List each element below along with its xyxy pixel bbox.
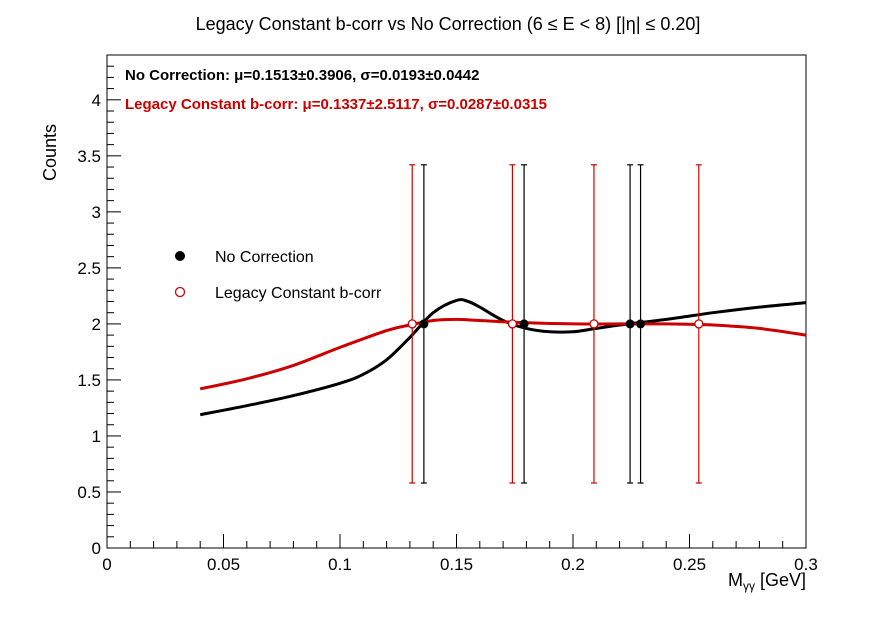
y-tick-label: 4 bbox=[92, 91, 101, 110]
x-tick-label: 0.25 bbox=[673, 555, 706, 574]
x-axis-label-unit: [GeV] bbox=[755, 570, 806, 590]
x-axis-label-sub: γγ bbox=[743, 579, 755, 593]
y-tick-label: 1 bbox=[92, 427, 101, 446]
y-tick-label: 0 bbox=[92, 539, 101, 558]
fit-text-no-correction: No Correction: μ=0.1513±0.3906, σ=0.0193… bbox=[125, 67, 479, 84]
fit-text-legacy-constant: Legacy Constant b-corr: μ=0.1337±2.5117,… bbox=[125, 96, 547, 113]
data-point-no-correction bbox=[419, 319, 429, 329]
x-tick-label: 0.1 bbox=[328, 555, 352, 574]
y-tick-label: 2 bbox=[92, 315, 101, 334]
y-tick-label: 3 bbox=[92, 203, 101, 222]
legend: No Correction Legacy Constant b-corr bbox=[174, 249, 382, 302]
legend-label-legacy-constant: Legacy Constant b-corr bbox=[215, 285, 382, 302]
data-point-legacy-constant bbox=[407, 319, 417, 329]
data-point-no-correction bbox=[519, 319, 529, 329]
x-tick-label: 0.05 bbox=[207, 555, 240, 574]
x-tick-label: 0.3 bbox=[794, 555, 818, 574]
chart-title: Legacy Constant b-corr vs No Correction … bbox=[196, 14, 701, 34]
data-point-legacy-constant bbox=[589, 319, 599, 329]
legend-marker-legacy-constant bbox=[174, 286, 186, 298]
y-tick-label: 0.5 bbox=[77, 483, 101, 502]
legend-label-no-correction: No Correction bbox=[215, 249, 314, 266]
data-point-legacy-constant bbox=[507, 319, 518, 329]
y-tick-labels: 0 0.5 1 1.5 2 2.5 3 3.5 4 bbox=[77, 91, 101, 558]
x-axis-label-main: M bbox=[728, 570, 743, 590]
data-point-legacy-constant bbox=[694, 319, 704, 329]
axis-ticks bbox=[106, 54, 807, 549]
x-axis-label: Mγγ [GeV] bbox=[728, 570, 806, 593]
x-tick-label: 0.2 bbox=[561, 555, 585, 574]
fit-curve-no-correction bbox=[199, 298, 807, 417]
y-tick-label: 1.5 bbox=[77, 371, 101, 390]
y-tick-label: 2.5 bbox=[77, 259, 101, 278]
fit-curve-legacy-constant bbox=[199, 317, 807, 391]
y-tick-label: 3.5 bbox=[77, 147, 101, 166]
series-layer bbox=[199, 164, 807, 484]
x-tick-label: 0 bbox=[102, 555, 111, 574]
data-point-no-correction bbox=[636, 319, 646, 329]
y-axis-label: Counts bbox=[40, 124, 60, 181]
legend-marker-no-correction bbox=[175, 251, 185, 261]
x-tick-label: 0.15 bbox=[440, 555, 473, 574]
data-point-no-correction bbox=[625, 319, 635, 329]
x-tick-labels: 0 0.05 0.1 0.15 0.2 0.25 0.3 bbox=[102, 555, 818, 574]
